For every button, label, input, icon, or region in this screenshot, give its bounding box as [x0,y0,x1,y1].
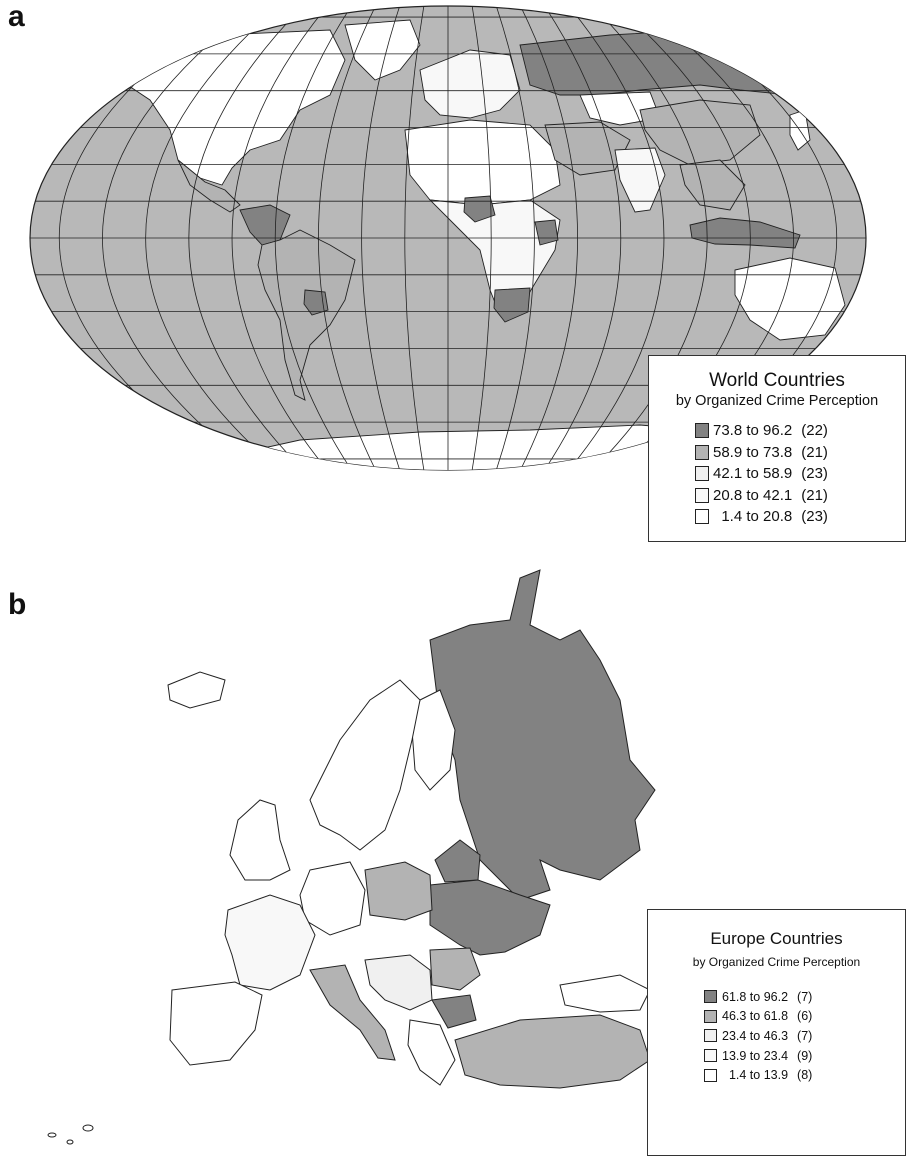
world-legend-title: World Countries [709,370,845,391]
panel-label-b: b [8,588,27,621]
europe-region-germany [299,861,366,936]
panel-label-a: a [8,0,25,33]
world-region-north-america [109,29,346,186]
europe-region-uk-ireland [229,799,291,881]
world-legend-swatch [695,509,709,525]
world-legend-count: (23) [801,508,828,526]
europe-legend-title: Europe Countries [710,929,843,948]
world-legend-swatch [695,487,709,503]
world-legend-row: 20.8 to 42.1 (21) [649,485,905,507]
world-region-southeast-asia [679,159,746,211]
europe-region-turkey [454,1014,651,1089]
europe-legend-range: 46.3 to 61.8 [722,1009,789,1024]
world-region-kenya [534,219,559,246]
europe-legend-row: 46.3 to 61.8 (6) [648,1007,905,1027]
world-legend-count: (22) [801,422,828,440]
europe-legend-row: 23.4 to 46.3 (7) [648,1026,905,1046]
europe-region-romania [429,947,481,991]
europe-legend-range: 13.9 to 23.4 [722,1048,789,1063]
europe-region-scandinavia [309,679,421,851]
world-legend-row: 42.1 to 58.9 (23) [649,463,905,485]
europe-legend-row: 61.8 to 96.2 (7) [648,987,905,1007]
world-region-greenland [344,19,421,81]
world-legend-swatch [695,444,709,460]
europe-region-italy [309,964,396,1061]
world-region-russia [519,29,841,96]
europe-small-islands [47,1124,94,1145]
world-region-nigeria [463,195,496,223]
world-legend-rows: 73.8 to 96.2 (22) 58.9 to 73.8 (21) 42.1 t… [649,420,905,528]
world-region-south-africa [493,287,531,323]
europe-legend-range: 61.8 to 96.2 [722,989,789,1004]
europe-legend-count: (7) [797,1028,813,1043]
europe-legend-swatch [704,1009,717,1023]
world-region-south-america [257,229,356,401]
europe-legend-swatch [704,1049,717,1063]
europe-legend-subtitle: by Organized Crime Perception [692,955,861,969]
world-region-central-america [177,159,241,213]
europe-region-balkans [364,954,433,1011]
world-legend-range: 73.8 to 96.2 [713,422,793,440]
europe-legend-count: (8) [797,1068,813,1083]
europe-legend-row: 13.9 to 23.4 (9) [648,1046,905,1066]
world-region-china [639,99,761,166]
world-legend-range: 20.8 to 42.1 [713,486,793,504]
world-legend-count: (23) [801,465,828,483]
europe-legend: Europe Countries by Organized Crime Perc… [647,909,906,1156]
world-legend-count: (21) [801,486,828,504]
europe-region-poland [364,861,433,921]
world-legend-row: 1.4 to 20.8 (23) [649,506,905,528]
world-legend-range: 1.4 to 20.8 [713,508,793,526]
europe-legend-range: 23.4 to 46.3 [722,1028,789,1043]
europe-legend-count: (9) [797,1048,813,1063]
europe-legend-swatch [704,1068,717,1082]
europe-region-belarus [434,839,481,883]
europe-legend-swatch [704,990,717,1004]
europe-region-greece [407,1019,456,1086]
europe-region-ukraine [429,879,551,956]
europe-legend-count: (6) [797,1009,813,1024]
europe-region-caucasus [559,974,651,1013]
europe-region-france [224,894,316,991]
europe-legend-count: (7) [797,989,813,1004]
europe-legend-rows: 61.8 to 96.2 (7) 46.3 to 61.8 (6) 23.4 to … [648,987,905,1085]
europe-region-iceland [167,671,226,709]
europe-legend-swatch [704,1029,717,1043]
world-region-indonesia [689,217,801,249]
europe-region-bulgaria [431,994,477,1029]
europe-region-russia [429,569,656,901]
world-legend-subtitle: by Organized Crime Perception [675,393,879,409]
world-legend-swatch [695,423,709,439]
world-legend-row: 58.9 to 73.8 (21) [649,442,905,464]
europe-map [47,569,656,1145]
world-region-europe-west [419,49,521,119]
world-legend-count: (21) [801,443,828,461]
world-legend-swatch [695,466,709,482]
world-legend: World Countries by Organized Crime Perce… [648,355,906,542]
europe-region-iberia [169,981,263,1066]
world-map [29,5,867,471]
europe-legend-row: 1.4 to 13.9 (8) [648,1065,905,1085]
world-legend-range: 42.1 to 58.9 [713,465,793,483]
europe-legend-range: 1.4 to 13.9 [722,1068,789,1083]
world-region-africa-north [404,119,561,206]
world-legend-range: 58.9 to 73.8 [713,443,793,461]
world-legend-row: 73.8 to 96.2 (22) [649,420,905,442]
